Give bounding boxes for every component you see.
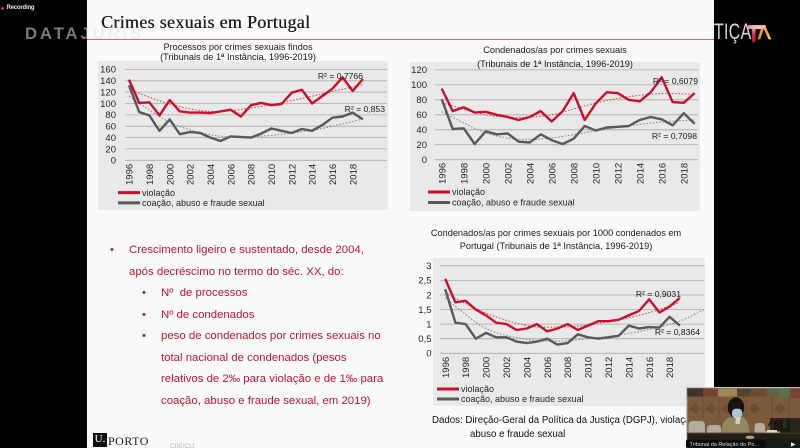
svg-text:0: 0 xyxy=(111,156,116,167)
svg-text:40: 40 xyxy=(105,133,116,144)
svg-text:80: 80 xyxy=(416,95,427,106)
svg-text:2: 2 xyxy=(426,290,431,301)
svg-text:1,5: 1,5 xyxy=(418,305,431,316)
svg-text:3: 3 xyxy=(426,261,431,272)
svg-text:R² = 0,7098: R² = 0,7098 xyxy=(652,131,697,141)
svg-text:R² = 0,9031: R² = 0,9031 xyxy=(636,289,681,299)
svg-text:2012: 2012 xyxy=(604,357,615,378)
svg-text:coação, abuso e fraude sexual: coação, abuso e fraude sexual xyxy=(142,198,265,208)
svg-text:60: 60 xyxy=(416,110,427,121)
svg-text:2002: 2002 xyxy=(503,163,514,184)
svg-text:2004: 2004 xyxy=(522,357,533,378)
svg-text:140: 140 xyxy=(100,76,116,87)
svg-text:2,5: 2,5 xyxy=(418,276,431,287)
svg-text:1998: 1998 xyxy=(459,163,470,184)
svg-text:2012: 2012 xyxy=(287,164,298,185)
svg-text:2010: 2010 xyxy=(267,164,278,185)
svg-text:2000: 2000 xyxy=(481,163,492,184)
svg-text:0,5: 0,5 xyxy=(418,334,431,345)
svg-text:2006: 2006 xyxy=(226,164,237,185)
svg-text:2010: 2010 xyxy=(584,357,595,378)
svg-text:160: 160 xyxy=(100,65,116,76)
svg-text:2008: 2008 xyxy=(563,357,574,378)
svg-text:100: 100 xyxy=(411,80,427,91)
svg-text:1996: 1996 xyxy=(437,163,448,184)
svg-text:2016: 2016 xyxy=(328,164,339,185)
svg-text:2014: 2014 xyxy=(624,357,635,378)
svg-text:0: 0 xyxy=(422,155,427,166)
svg-text:violação: violação xyxy=(142,188,175,198)
svg-text:R² = 0,7766: R² = 0,7766 xyxy=(318,71,363,81)
svg-text:2014: 2014 xyxy=(308,164,319,185)
svg-text:2000: 2000 xyxy=(165,164,176,185)
svg-text:coação, abuso e fraude sexual: coação, abuso e fraude sexual xyxy=(452,198,575,208)
svg-text:1: 1 xyxy=(426,319,431,330)
svg-text:violação: violação xyxy=(452,187,485,197)
svg-text:R² = 0,8364: R² = 0,8364 xyxy=(655,327,700,337)
svg-text:2006: 2006 xyxy=(543,357,554,378)
svg-text:2014: 2014 xyxy=(635,163,646,184)
svg-text:violação: violação xyxy=(461,384,494,394)
svg-text:2018: 2018 xyxy=(679,163,690,184)
svg-text:1996: 1996 xyxy=(125,164,136,185)
svg-text:120: 120 xyxy=(411,65,427,76)
svg-text:2016: 2016 xyxy=(657,163,668,184)
svg-text:2000: 2000 xyxy=(482,357,493,378)
svg-text:2018: 2018 xyxy=(665,357,676,378)
svg-text:1998: 1998 xyxy=(145,164,156,185)
svg-text:2018: 2018 xyxy=(348,164,359,185)
svg-text:20: 20 xyxy=(105,144,116,155)
svg-text:2004: 2004 xyxy=(206,164,217,185)
svg-text:2008: 2008 xyxy=(569,163,580,184)
svg-text:R² = 0,6079: R² = 0,6079 xyxy=(653,76,698,86)
svg-text:1996: 1996 xyxy=(441,357,452,378)
svg-text:2006: 2006 xyxy=(547,163,558,184)
svg-text:120: 120 xyxy=(100,88,116,99)
svg-text:2002: 2002 xyxy=(502,357,513,378)
svg-text:80: 80 xyxy=(105,110,116,121)
svg-text:Tribunal da Relação do Po...: Tribunal da Relação do Po... xyxy=(690,442,760,448)
svg-text:2004: 2004 xyxy=(525,163,536,184)
svg-text:40: 40 xyxy=(416,125,427,136)
svg-text:60: 60 xyxy=(105,122,116,133)
svg-text:2012: 2012 xyxy=(613,163,624,184)
svg-text:1998: 1998 xyxy=(461,357,472,378)
svg-text:coação, abuso e fraude sexual: coação, abuso e fraude sexual xyxy=(461,394,584,404)
svg-text:2010: 2010 xyxy=(591,163,602,184)
svg-text:2008: 2008 xyxy=(247,164,258,185)
svg-text:2016: 2016 xyxy=(645,357,656,378)
svg-text:20: 20 xyxy=(416,140,427,151)
svg-text:100: 100 xyxy=(100,99,116,110)
svg-text:0: 0 xyxy=(426,349,431,360)
svg-text:2002: 2002 xyxy=(186,164,197,185)
svg-text:R² = 0,853: R² = 0,853 xyxy=(345,104,386,114)
